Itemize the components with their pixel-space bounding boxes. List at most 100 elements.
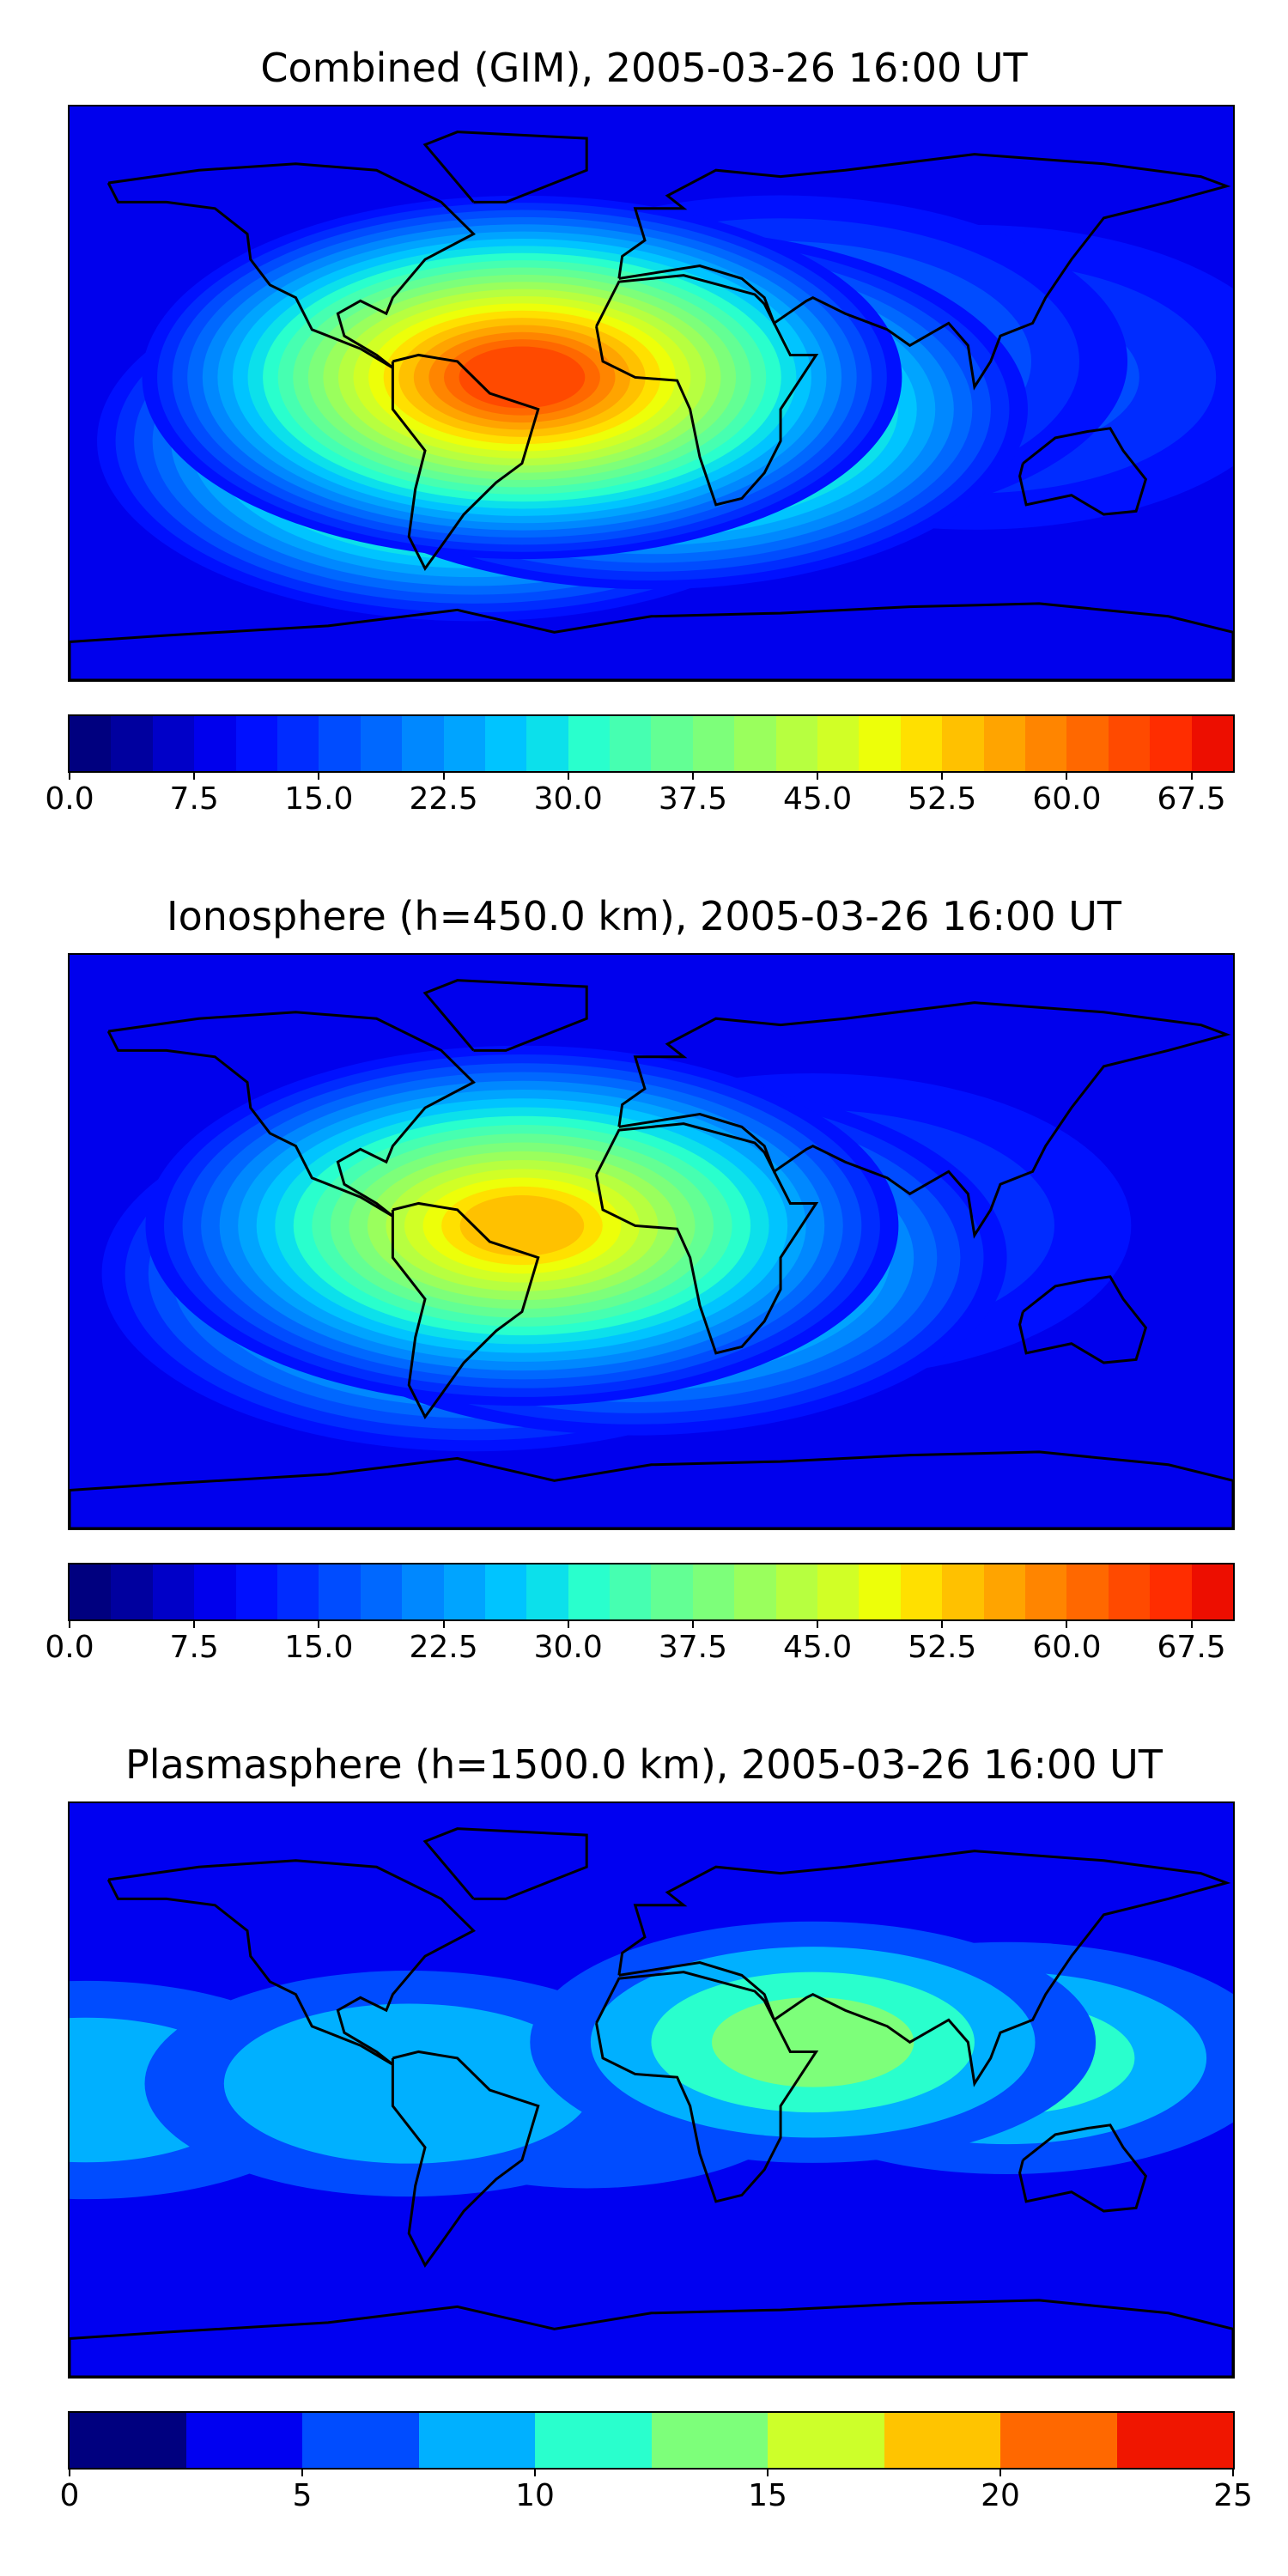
colorbar-tick <box>69 2468 70 2476</box>
coastline <box>106 1011 477 1218</box>
colorbar-segment <box>1066 716 1109 771</box>
colorbar-segment <box>443 716 485 771</box>
tec-map-ionosphere <box>68 953 1235 1530</box>
colorbar-segment <box>276 716 319 771</box>
colorbar-tick <box>442 771 445 780</box>
colorbar-tick <box>534 2468 536 2476</box>
colorbar-segment <box>235 716 277 771</box>
colorbar-segment <box>983 1564 1025 1619</box>
heatmap-svg-ionosphere <box>70 955 1233 1528</box>
colorbar-tick-label: 22.5 <box>409 1630 478 1665</box>
colorbar-segment <box>1066 1564 1109 1619</box>
colorbar-segment <box>526 1564 568 1619</box>
colorbar-segment <box>418 2413 535 2468</box>
colorbar-segment <box>152 1564 195 1619</box>
coastline <box>617 1850 1231 2087</box>
colorbar-tick <box>817 771 819 780</box>
colorbar-segment <box>443 1564 485 1619</box>
colorbar-segment <box>817 1564 860 1619</box>
colorbar-segment <box>360 1564 403 1619</box>
colorbar-segment <box>484 1564 527 1619</box>
tec-map-combined <box>68 105 1235 682</box>
coastline <box>70 1450 1233 1528</box>
colorbar-segment <box>70 2413 186 2468</box>
colorbar-segment <box>402 1564 444 1619</box>
colorbar-tick <box>442 1619 445 1628</box>
coastline <box>106 1859 477 2066</box>
heatmap-svg-combined <box>70 106 1233 680</box>
colorbar-segment <box>526 716 568 771</box>
colorbar-tick <box>318 771 320 780</box>
colorbar-tick <box>999 2468 1001 2476</box>
panel-title-combined: Combined (GIM), 2005-03-26 16:00 UT <box>260 45 1028 91</box>
colorbar-tick-label: 60.0 <box>1032 781 1102 817</box>
coastline <box>595 1122 819 1355</box>
colorbar-segment <box>70 1564 112 1619</box>
colorbar-tick <box>69 771 70 780</box>
colorbar-segment <box>651 716 693 771</box>
colorbar-segment <box>775 1564 818 1619</box>
coastline <box>617 1001 1231 1239</box>
colorbar-tick-label: 0.0 <box>45 781 94 817</box>
colorbar-segment <box>610 716 652 771</box>
colorbar-segment <box>535 2413 652 2468</box>
colorbar-tick-label: 52.5 <box>908 781 977 817</box>
colorbar-tick-label: 20 <box>981 2478 1020 2513</box>
colorbar-tick-label: 45.0 <box>782 1630 853 1665</box>
colorbar-tick-label: 25 <box>1213 2478 1253 2513</box>
colorbar-tick-label: 30.0 <box>533 1630 603 1665</box>
colorbar-tick-label: 7.5 <box>169 781 219 817</box>
coastline <box>70 602 1233 680</box>
colorbar-segment <box>319 716 361 771</box>
colorbar-tick-label: 37.5 <box>658 781 727 817</box>
colorbar-segment <box>70 716 112 771</box>
coastline <box>1018 1275 1148 1364</box>
colorbar-segment <box>1191 1564 1233 1619</box>
colorbar-tick-label: 7.5 <box>169 1630 219 1665</box>
colorbar-segment <box>651 2413 768 2468</box>
colorbar-segment <box>111 716 153 771</box>
colorbar-tick <box>193 771 196 780</box>
coastline <box>595 1971 819 2203</box>
colorbar-segment <box>360 716 403 771</box>
colorbar-segment <box>1000 2413 1117 2468</box>
colorbar-segment <box>734 716 776 771</box>
colorbar-segment <box>568 1564 611 1619</box>
colorbar-tick <box>941 1619 944 1628</box>
coastline <box>106 162 477 369</box>
colorbar-segment <box>734 1564 776 1619</box>
colorbar-segment <box>302 2413 419 2468</box>
colorbar-segment <box>817 716 860 771</box>
colorbar-tick-label: 37.5 <box>658 1630 727 1665</box>
colorbar-combined <box>68 714 1235 773</box>
colorbar-tick <box>301 2468 303 2476</box>
colorbar-segment <box>276 1564 319 1619</box>
colorbar-tick-label: 60.0 <box>1032 1630 1102 1665</box>
heatmap-contour-band <box>459 346 586 409</box>
coastline <box>422 1827 588 1900</box>
colorbar-tick <box>1190 1619 1193 1628</box>
coastline <box>422 979 588 1052</box>
colorbar-tick <box>691 1619 694 1628</box>
colorbar-segment <box>1191 716 1233 771</box>
coastline <box>1018 427 1148 516</box>
colorbar-tick-label: 67.5 <box>1157 781 1226 817</box>
coastline <box>391 1201 540 1419</box>
heatmap-contour-band <box>712 1996 914 2087</box>
colorbar-segment <box>194 1564 236 1619</box>
colorbar-ticks-plasmasphere: 0 5 10 15 20 25 <box>60 2468 1253 2513</box>
colorbar-ticks-ionosphere: 0.0 7.5 15.0 22.5 30.0 37.5 45.0 52.5 60.0 67.5 <box>45 1619 1235 1665</box>
coastline <box>422 131 588 204</box>
colorbar-segment <box>692 1564 735 1619</box>
coastline <box>70 2299 1233 2377</box>
colorbar-segment <box>884 2413 1000 2468</box>
colorbar-segment <box>900 716 943 771</box>
colorbar-segment <box>859 716 901 771</box>
colorbar-tick <box>318 1619 320 1628</box>
colorbar-segment <box>1116 2413 1233 2468</box>
panel-title-plasmasphere: Plasmasphere (h=1500.0 km), 2005-03-26 1… <box>125 1741 1163 1788</box>
colorbar-segment <box>111 1564 153 1619</box>
coastline <box>391 353 540 571</box>
heatmap-contour-band <box>459 1195 585 1256</box>
colorbar-segment <box>1150 1564 1192 1619</box>
